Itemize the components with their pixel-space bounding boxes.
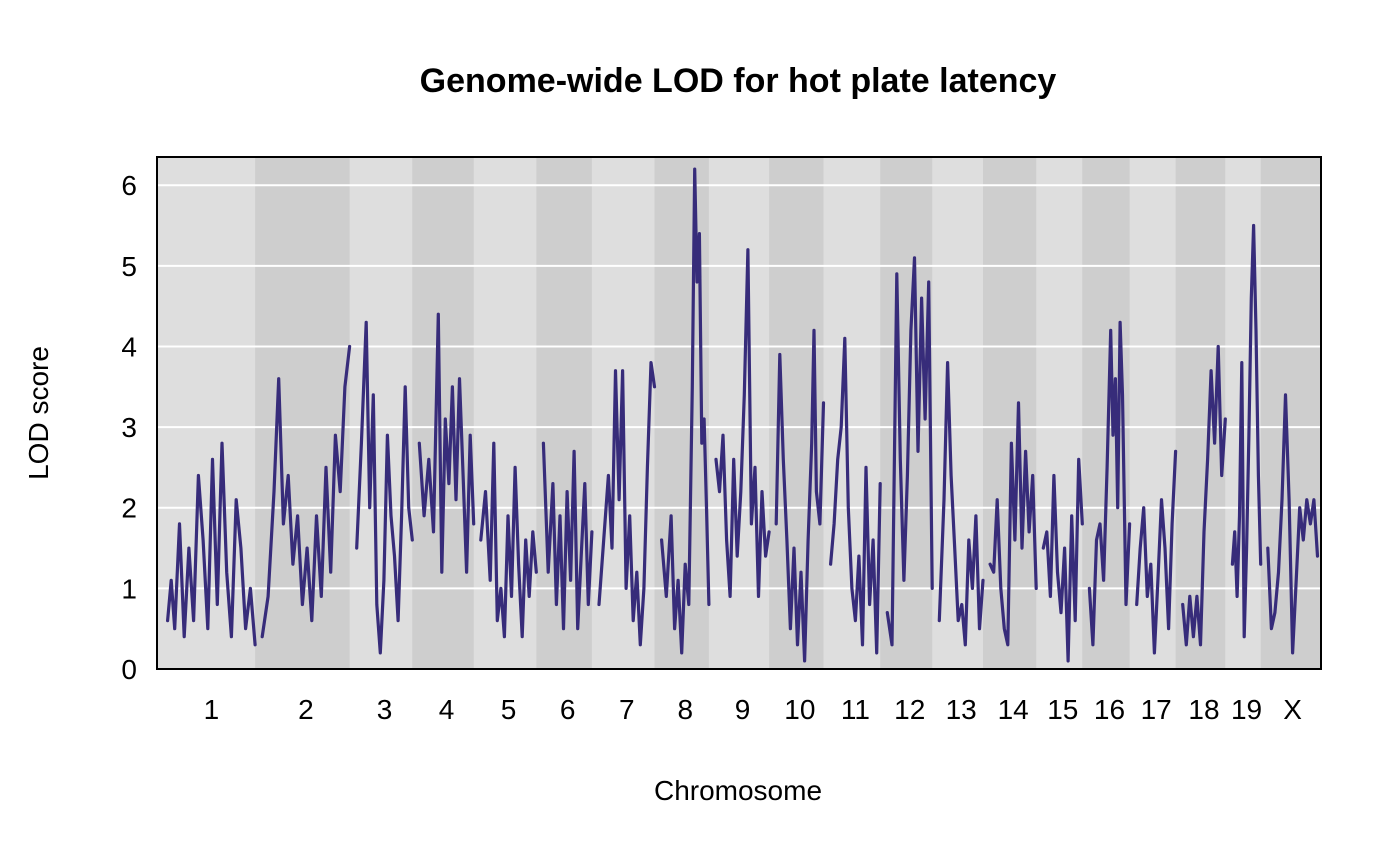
lod-series-chr-5 (479, 441, 538, 639)
x-tick-label-chr-12: 12 (894, 694, 925, 725)
lod-curves (166, 167, 1320, 663)
lod-series-chr-18 (1181, 344, 1227, 647)
lod-series-chr-6 (541, 441, 594, 631)
lod-series-chr-3 (355, 320, 414, 655)
lod-series-chr-10 (774, 328, 826, 663)
y-axis-ticks: 0 1 2 3 4 5 6 (121, 170, 137, 685)
x-tick-label-chr-6: 6 (560, 694, 576, 725)
lod-series-chr-14 (988, 401, 1038, 647)
x-tick-label-chr-7: 7 (619, 694, 635, 725)
y-tick-label: 0 (121, 654, 137, 685)
lod-series-chr-4 (417, 312, 476, 574)
lod-series-chr-9 (714, 248, 771, 599)
x-tick-label-chr-11: 11 (841, 694, 870, 725)
x-tick-label-chr-10: 10 (784, 694, 815, 725)
x-tick-label-chr-14: 14 (998, 694, 1029, 725)
lod-series-chr-2 (260, 344, 352, 639)
lod-series-chr-15 (1041, 457, 1084, 663)
y-tick-label: 2 (121, 493, 137, 524)
lod-series-chr-12 (885, 256, 934, 647)
x-tick-label-chr-3: 3 (377, 694, 393, 725)
band-chr-4 (412, 157, 478, 669)
y-tick-label: 6 (121, 170, 137, 201)
lod-series-chr-7 (597, 361, 657, 647)
lod-series-chr-1 (166, 441, 257, 647)
lod-series-chr-11 (828, 336, 882, 655)
x-tick-label-chr-2: 2 (298, 694, 314, 725)
x-axis-ticks: 1 2 3 4 5 6 7 8 9 10 11 12 13 14 15 16 17 18 19 X (204, 694, 1303, 725)
plot-frame (156, 156, 1322, 670)
chart-title: Genome-wide LOD for hot plate latency (420, 62, 1057, 100)
x-tick-label-chr-18: 18 (1188, 694, 1219, 725)
y-axis-label: LOD score (23, 346, 54, 480)
x-tick-label-chr-19: 19 (1231, 694, 1262, 725)
x-tick-label-chr-15: 15 (1047, 694, 1078, 725)
band-chr-9 (708, 157, 773, 669)
x-tick-label-chr-9: 9 (735, 694, 751, 725)
y-tick-label: 4 (121, 331, 137, 362)
lod-series-chr-16 (1087, 320, 1132, 647)
x-tick-label-chr-4: 4 (439, 694, 455, 725)
lod-series-chr-8 (659, 167, 711, 655)
y-tick-label: 5 (121, 251, 137, 282)
y-tick-label: 3 (121, 412, 137, 443)
x-tick-label-chr-8: 8 (677, 694, 693, 725)
x-axis-label: Chromosome (654, 775, 822, 806)
x-tick-label-chr-17: 17 (1141, 694, 1172, 725)
lod-series-chr-X (1266, 393, 1320, 655)
band-chr-14 (983, 157, 1040, 669)
y-tick-label: 1 (121, 573, 137, 604)
lod-series-chr-13 (937, 361, 985, 647)
x-tick-label-chr-16: 16 (1094, 694, 1125, 725)
x-tick-label-chr-1: 1 (204, 694, 220, 725)
x-tick-label-chr-13: 13 (946, 694, 977, 725)
lod-series-chr-19 (1230, 223, 1263, 639)
x-tick-label-chr-5: 5 (501, 694, 517, 725)
x-tick-label-chr-X: X (1283, 694, 1302, 725)
lod-series-chr-17 (1135, 449, 1178, 655)
